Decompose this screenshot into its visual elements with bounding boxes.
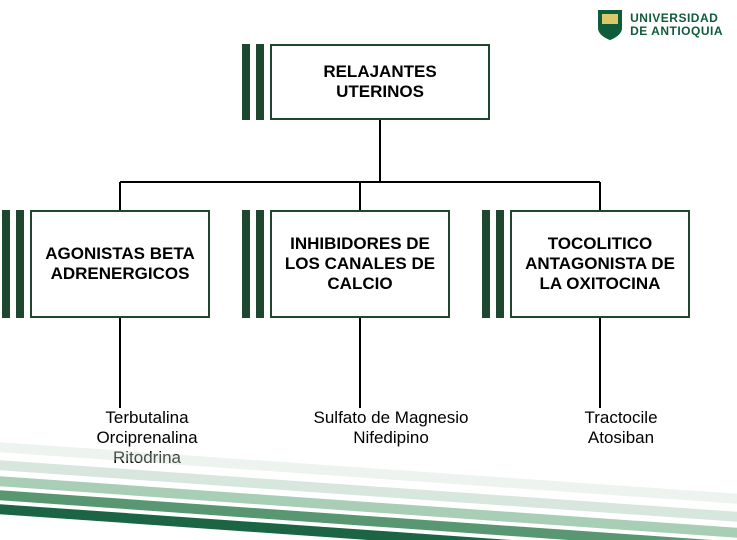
shield-icon xyxy=(596,8,624,42)
leaf-1: Sulfato de MagnesioNifedipino xyxy=(286,408,496,478)
root-label: RELAJANTES UTERINOS xyxy=(280,62,480,102)
root-node: RELAJANTES UTERINOS xyxy=(242,44,490,120)
leaf-2: TractocileAtosiban xyxy=(536,408,706,478)
connector xyxy=(599,318,601,408)
leaf-2-text: TractocileAtosiban xyxy=(584,408,657,447)
leaf-0-text: TerbutalinaOrciprenalinaRitodrina xyxy=(96,408,197,467)
connector xyxy=(379,120,381,182)
branch-2-label: TOCOLITICO ANTAGONISTA DE LA OXITOCINA xyxy=(520,234,680,294)
branch-node-2: TOCOLITICO ANTAGONISTA DE LA OXITOCINA xyxy=(482,210,690,318)
leaf-0: TerbutalinaOrciprenalinaRitodrina xyxy=(52,408,242,478)
connector xyxy=(359,182,361,210)
connector xyxy=(359,318,361,408)
branch-node-0: AGONISTAS BETA ADRENERGICOS xyxy=(2,210,210,318)
logo-text: UNIVERSIDAD DE ANTIOQUIA xyxy=(630,12,723,37)
branch-node-1: INHIBIDORES DE LOS CANALES DE CALCIO xyxy=(242,210,450,318)
connector xyxy=(119,318,121,408)
slide-canvas: UNIVERSIDAD DE ANTIOQUIA RELAJANTES UTER… xyxy=(0,0,737,540)
branch-1-label: INHIBIDORES DE LOS CANALES DE CALCIO xyxy=(280,234,440,294)
connector xyxy=(599,182,601,210)
connector xyxy=(119,182,121,210)
university-logo: UNIVERSIDAD DE ANTIOQUIA xyxy=(596,8,723,42)
logo-line2: DE ANTIOQUIA xyxy=(630,25,723,38)
branch-0-label: AGONISTAS BETA ADRENERGICOS xyxy=(40,244,200,284)
leaf-1-text: Sulfato de MagnesioNifedipino xyxy=(314,408,469,447)
